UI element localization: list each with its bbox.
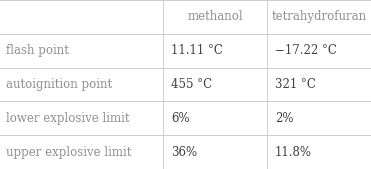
Text: upper explosive limit: upper explosive limit — [6, 146, 131, 159]
Text: tetrahydrofuran: tetrahydrofuran — [272, 10, 367, 23]
Text: 11.11 °C: 11.11 °C — [171, 44, 223, 57]
Text: lower explosive limit: lower explosive limit — [6, 112, 129, 125]
Text: flash point: flash point — [6, 44, 69, 57]
Text: methanol: methanol — [187, 10, 243, 23]
Text: 6%: 6% — [171, 112, 190, 125]
Text: 455 °C: 455 °C — [171, 78, 212, 91]
Text: 36%: 36% — [171, 146, 197, 159]
Text: −17.22 °C: −17.22 °C — [275, 44, 337, 57]
Text: 321 °C: 321 °C — [275, 78, 316, 91]
Text: autoignition point: autoignition point — [6, 78, 112, 91]
Text: 11.8%: 11.8% — [275, 146, 312, 159]
Text: 2%: 2% — [275, 112, 293, 125]
